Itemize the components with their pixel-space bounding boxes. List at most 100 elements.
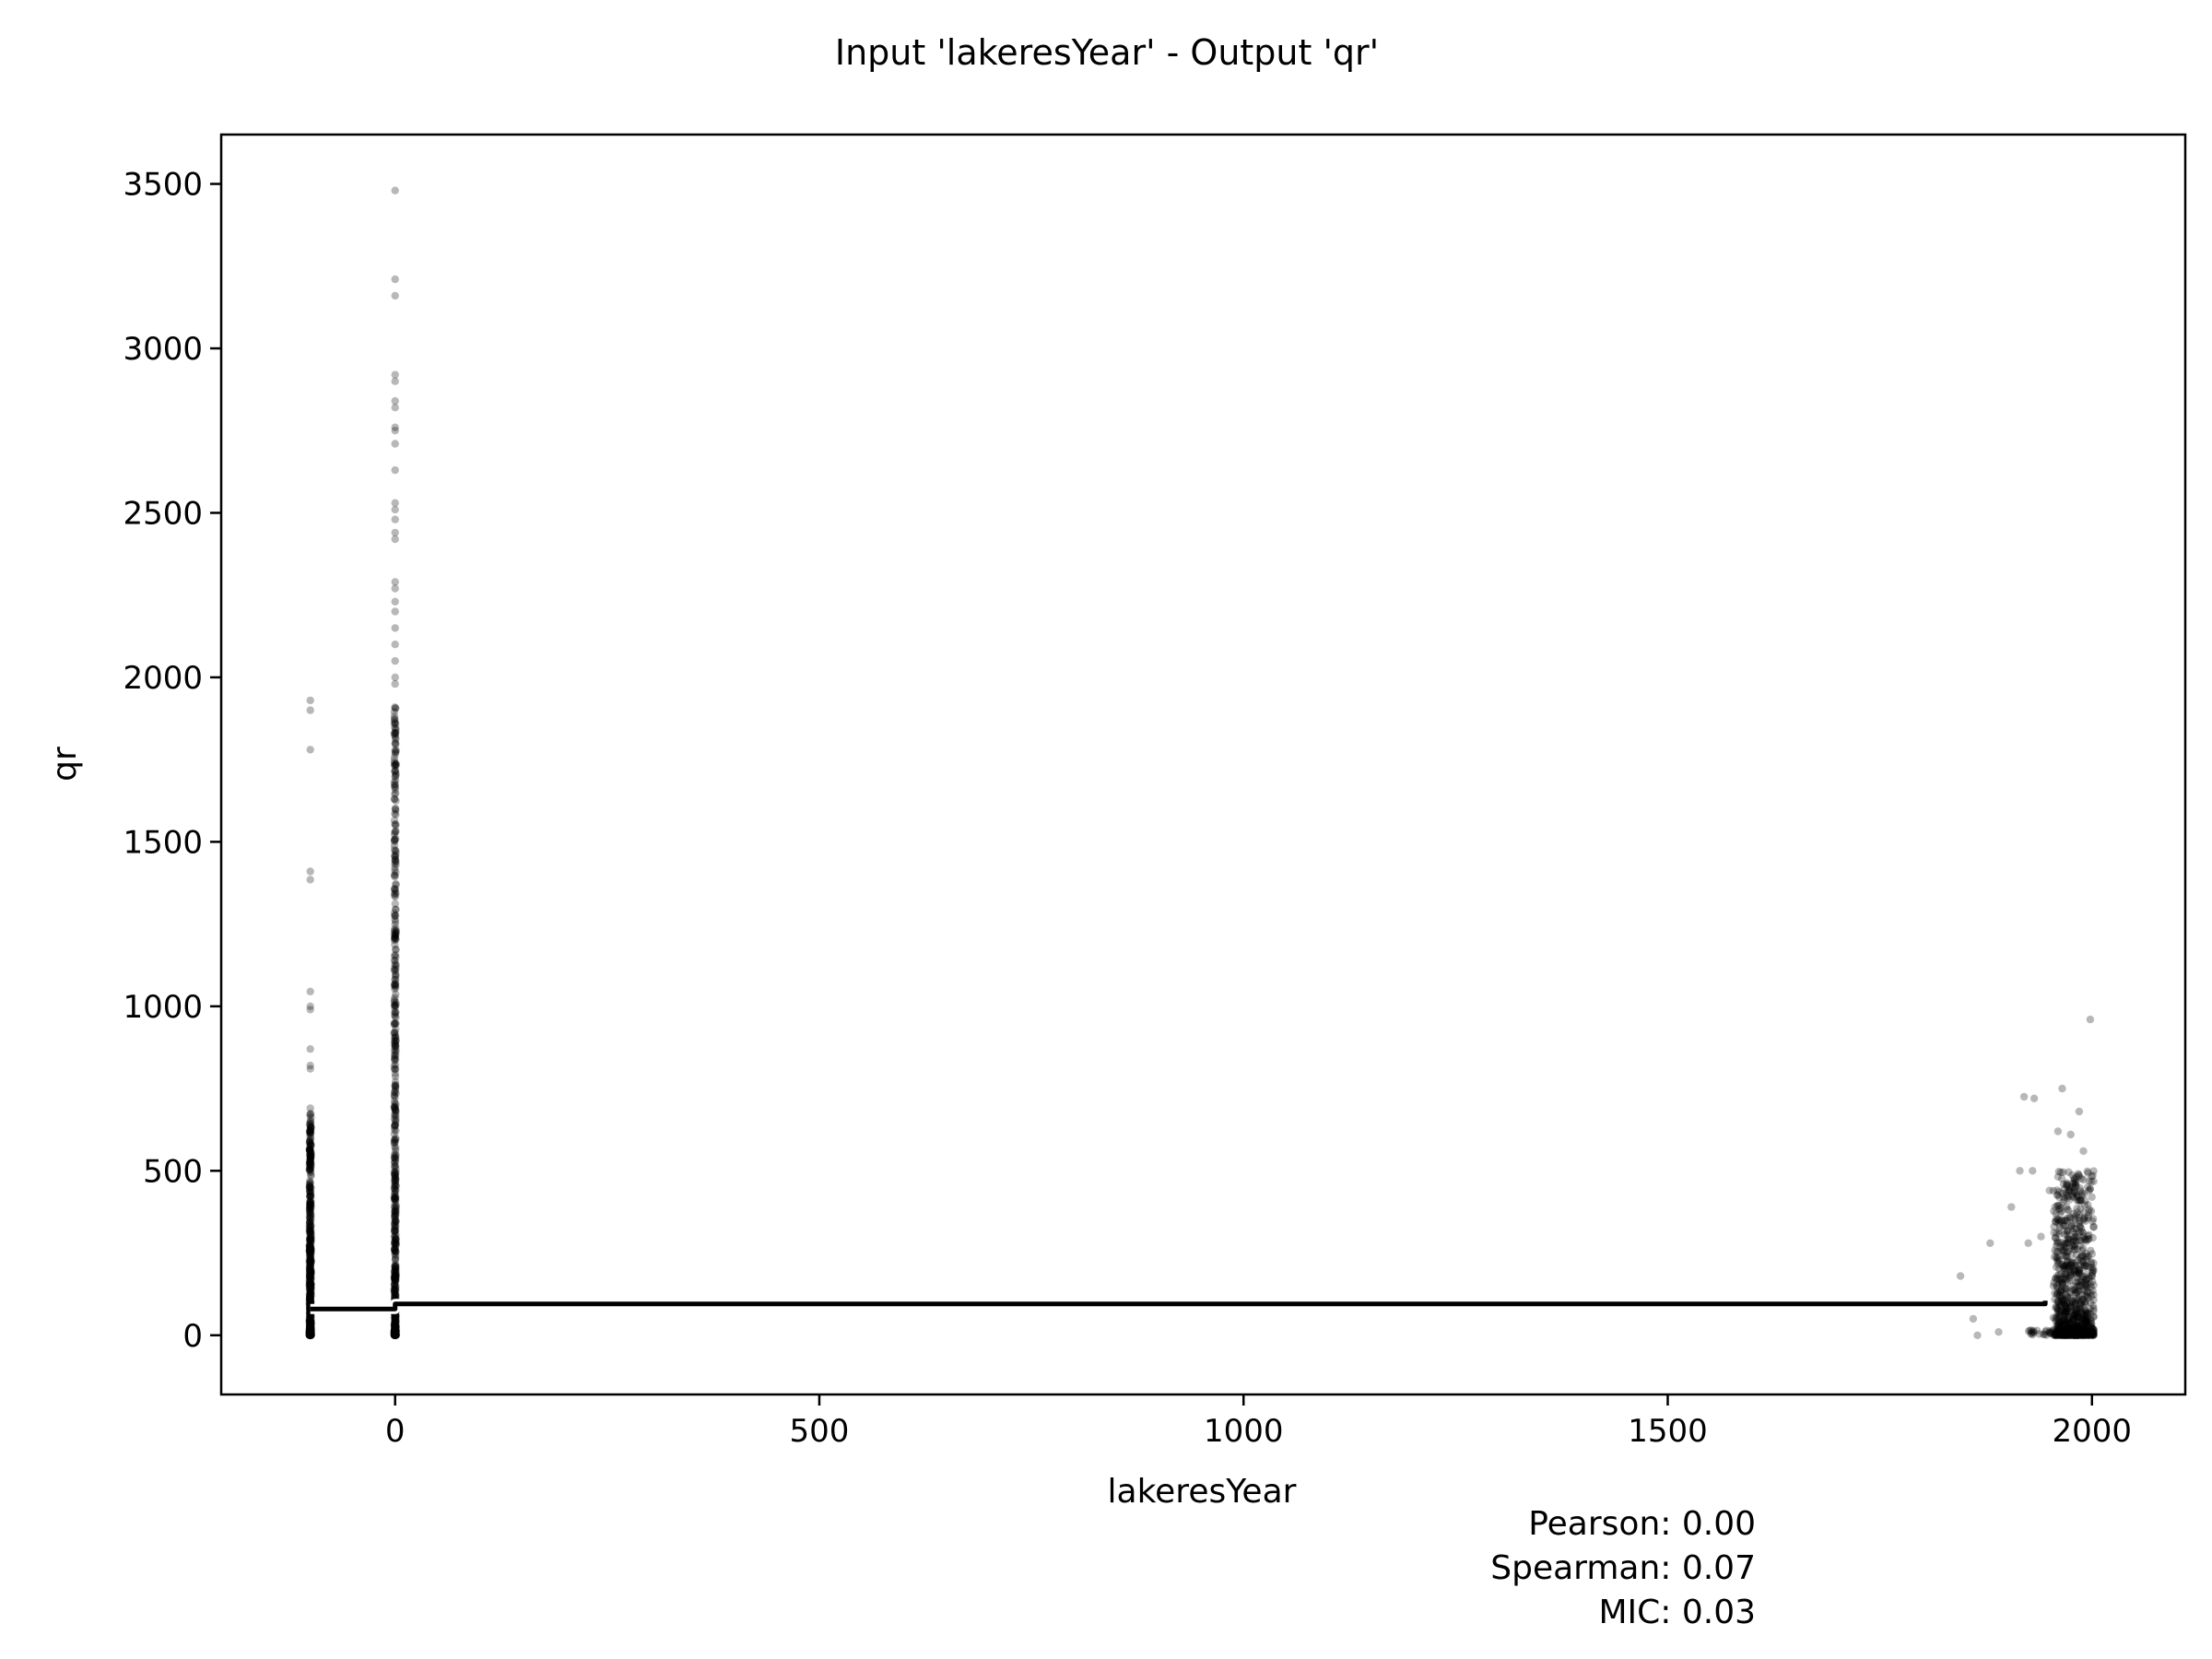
data-point: [2068, 1328, 2077, 1336]
data-point: [2072, 1324, 2081, 1333]
data-point: [391, 1173, 399, 1182]
data-point: [390, 871, 399, 879]
data-point: [307, 1330, 315, 1339]
data-point: [391, 1319, 399, 1328]
data-point: [391, 1250, 399, 1258]
data-point: [2075, 1313, 2083, 1323]
data-point: [2070, 1242, 2078, 1251]
data-point: [391, 1255, 399, 1265]
data-point: [2056, 1276, 2065, 1284]
data-point: [305, 1277, 313, 1286]
data-point: [305, 1277, 314, 1286]
data-point: [2071, 1232, 2079, 1241]
data-point: [390, 1046, 399, 1054]
data-point: [307, 1244, 315, 1253]
data-point: [392, 868, 400, 877]
data-point: [305, 1227, 314, 1235]
data-point: [306, 1262, 314, 1271]
data-point: [391, 749, 399, 759]
data-point: [307, 1245, 315, 1254]
data-point: [390, 1114, 398, 1124]
data-point: [307, 1316, 315, 1324]
data-point: [306, 1331, 314, 1339]
data-point: [306, 1142, 314, 1151]
data-point: [305, 1331, 314, 1339]
data-point: [2083, 1316, 2091, 1324]
data-point: [391, 1323, 399, 1331]
data-point: [2074, 1330, 2082, 1338]
data-point: [391, 1157, 400, 1165]
data-point: [2082, 1255, 2091, 1265]
data-point: [2068, 1192, 2077, 1201]
data-point: [306, 1331, 315, 1339]
data-point: [306, 1162, 315, 1171]
data-point: [2066, 1268, 2076, 1277]
data-point: [391, 1154, 399, 1163]
data-point: [2082, 1318, 2090, 1327]
data-point: [391, 1004, 399, 1012]
data-point: [2073, 1305, 2081, 1313]
data-point: [307, 1325, 315, 1335]
data-point: [2062, 1329, 2070, 1337]
data-point: [2063, 1299, 2072, 1308]
data-point: [391, 656, 399, 665]
data-point: [2077, 1330, 2085, 1339]
data-point: [2069, 1315, 2077, 1324]
data-point: [390, 1285, 398, 1294]
data-point: [391, 1331, 399, 1340]
data-point: [2076, 1236, 2084, 1244]
data-point: [307, 1268, 315, 1277]
data-point: [391, 1326, 400, 1335]
data-point: [2072, 1328, 2080, 1337]
data-point: [2070, 1329, 2078, 1337]
data-point: [2088, 1301, 2098, 1311]
data-point: [391, 1330, 399, 1338]
data-point: [2083, 1316, 2091, 1325]
data-point: [306, 1140, 315, 1148]
data-point: [391, 1226, 400, 1234]
data-point: [305, 1328, 314, 1337]
data-point: [390, 951, 399, 960]
data-point: [2075, 1265, 2083, 1274]
data-point: [392, 1263, 400, 1271]
data-point: [2052, 1274, 2060, 1283]
data-point: [2062, 1301, 2070, 1310]
data-point: [2073, 1205, 2081, 1213]
data-point: [392, 1328, 400, 1337]
data-point: [307, 1265, 315, 1274]
data-point: [2063, 1264, 2071, 1273]
data-point: [2062, 1252, 2070, 1260]
data-point: [2053, 1288, 2062, 1297]
data-point: [2078, 1308, 2087, 1317]
data-point: [307, 1123, 315, 1132]
data-point: [307, 1331, 315, 1339]
data-point: [306, 1246, 314, 1254]
data-point: [307, 1142, 315, 1150]
data-point: [2079, 1314, 2088, 1323]
data-point: [391, 1102, 399, 1112]
data-point: [390, 1184, 398, 1193]
data-point: [2089, 1296, 2098, 1304]
data-point: [390, 757, 399, 765]
data-point: [2070, 1265, 2078, 1275]
data-point: [305, 1166, 313, 1174]
data-point: [391, 624, 399, 632]
data-point: [2053, 1186, 2062, 1194]
data-point: [390, 1159, 399, 1168]
data-point: [306, 1152, 315, 1161]
data-point: [305, 1284, 314, 1293]
data-point: [307, 1329, 315, 1337]
data-point: [2052, 1275, 2060, 1283]
data-point: [391, 1220, 399, 1230]
data-point: [306, 1329, 315, 1338]
data-point: [306, 1207, 314, 1216]
data-point: [2060, 1307, 2068, 1315]
data-point: [306, 1330, 314, 1338]
data-point: [307, 1324, 315, 1333]
data-point: [305, 1327, 313, 1336]
data-point: [306, 1330, 314, 1339]
data-point: [307, 1171, 315, 1181]
data-point: [2077, 1325, 2086, 1335]
data-point: [2073, 1288, 2081, 1297]
data-point: [2024, 1327, 2033, 1335]
